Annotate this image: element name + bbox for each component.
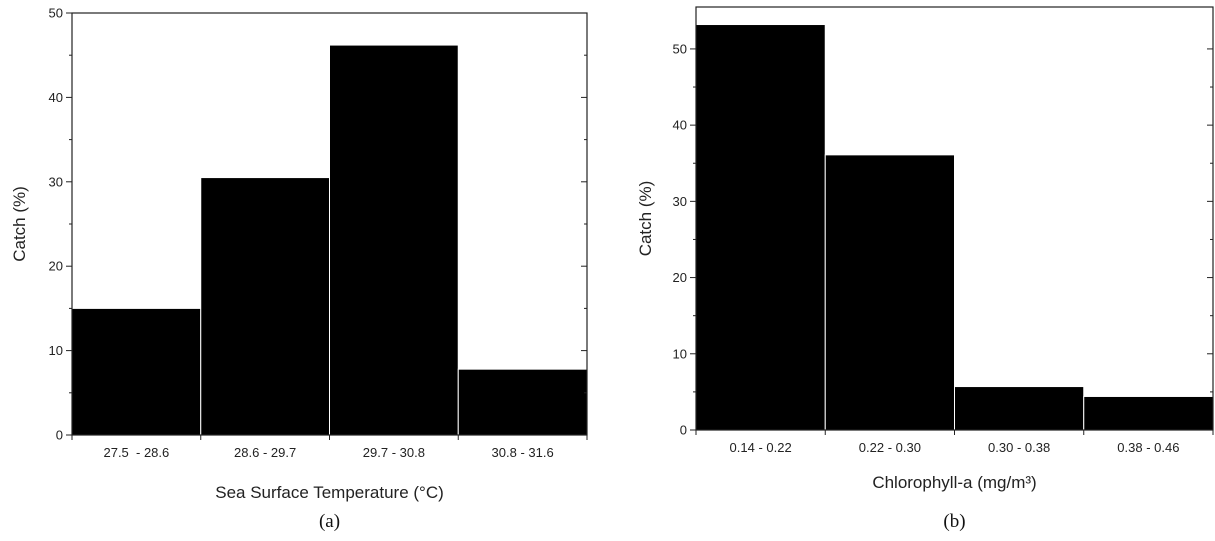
x-tick-label: 0.30 - 0.38	[988, 440, 1050, 455]
bar	[1083, 395, 1214, 431]
y-tick-label: 0	[56, 428, 63, 443]
panel-a: 0 10 20 30 40 50 27.5 - 28.6 28.6 - 29.7 29.7 - …	[10, 6, 588, 532]
y-axis-title: Catch (%)	[10, 186, 29, 262]
y-tick-label: 40	[673, 118, 687, 133]
bar	[200, 177, 330, 436]
y-tick-label: 20	[49, 259, 63, 274]
panel-label: (a)	[319, 511, 340, 532]
bar	[695, 24, 826, 431]
x-axis-title: Sea Surface Temperature (°C)	[215, 483, 444, 502]
x-tick-label: 0.38 - 0.46	[1117, 440, 1179, 455]
bar	[329, 44, 459, 436]
y-tick-label: 50	[673, 41, 687, 56]
y-tick-label: 30	[673, 194, 687, 209]
x-tick-label: 28.6 - 29.7	[234, 445, 296, 460]
bar	[824, 154, 955, 431]
y-axis-title: Catch (%)	[636, 181, 655, 257]
x-axis-title: Chlorophyll-a (mg/m³)	[872, 473, 1036, 492]
panel-label: (b)	[943, 511, 965, 532]
x-tick-label: 29.7 - 30.8	[363, 445, 425, 460]
panel-b: 0 10 20 30 40 50 0.14 - 0.22 0.22 - 0.30 0.30 - …	[636, 6, 1214, 532]
x-tick-label: 0.14 - 0.22	[730, 440, 792, 455]
y-tick-label: 20	[673, 270, 687, 285]
y-tick-label: 30	[49, 174, 63, 189]
y-tick-label: 0	[680, 423, 687, 438]
x-tick-label: 30.8 - 31.6	[492, 445, 554, 460]
bar	[457, 368, 588, 436]
x-tick-label: 27.5 - 28.6	[103, 445, 169, 460]
x-tick-label: 0.22 - 0.30	[859, 440, 921, 455]
y-tick-label: 40	[49, 90, 63, 105]
bar	[71, 307, 202, 436]
y-tick-label: 50	[49, 6, 63, 21]
y-tick-label: 10	[673, 346, 687, 361]
bar	[954, 386, 1085, 431]
y-tick-label: 10	[49, 343, 63, 358]
